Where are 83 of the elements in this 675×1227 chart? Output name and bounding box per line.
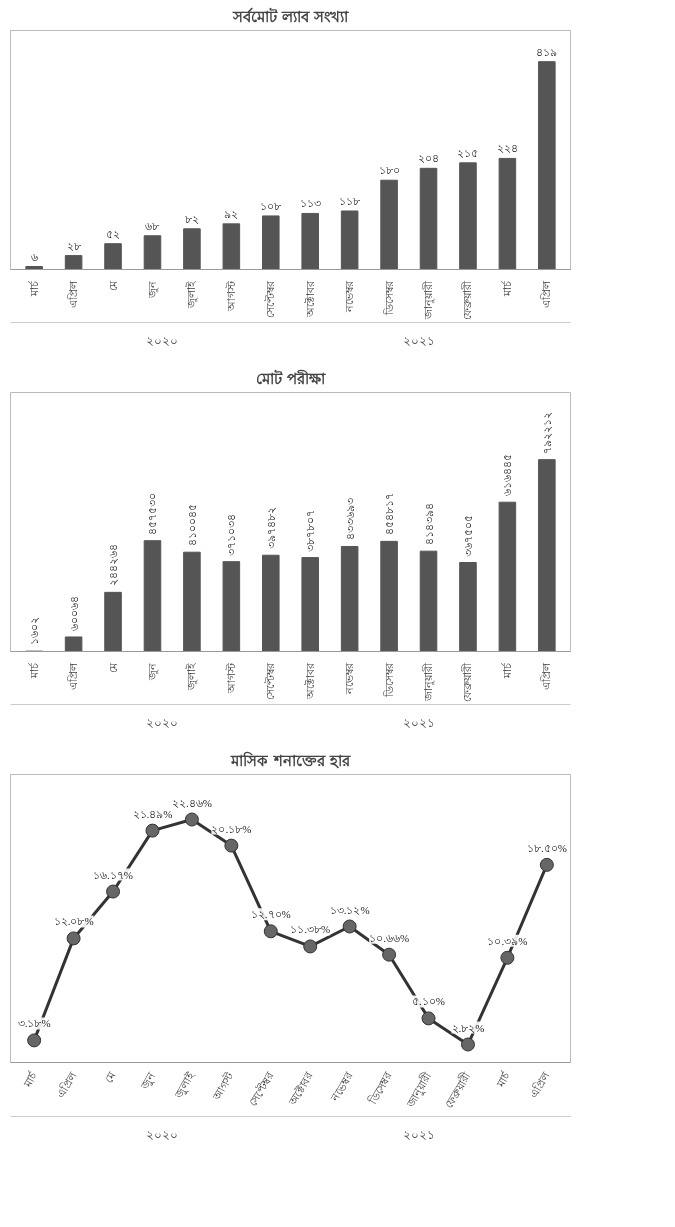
text: ২০২১ (402, 715, 435, 730)
data-label: ৪১৪৩৯৪ (422, 503, 435, 546)
data-label: ১০.৩৯% (487, 934, 528, 947)
x-tick-label: নভেম্বর (343, 279, 357, 313)
x-tick-label: নভেম্বর (343, 661, 357, 695)
data-label: ১৬০২ (28, 617, 41, 646)
text: ২০২১ (402, 333, 435, 348)
data-label: ৩.১৮% (17, 1017, 51, 1030)
chart-title: মাসিক শনাক্তের হার (230, 750, 351, 770)
data-label: ৪১৯ (536, 45, 558, 58)
data-label: ৮২ (184, 212, 199, 225)
x-tick-label: মে (106, 279, 120, 291)
data-label: ১০.৬৬% (369, 931, 410, 944)
text: ২০২০ (146, 1127, 179, 1142)
x-tick-label: অক্টোবর (303, 661, 317, 700)
data-label: ৫২ (106, 227, 121, 240)
data-label: ১১৮ (339, 194, 361, 207)
data-label: ১৮০ (378, 164, 400, 177)
data-label: ৩৭১০৩৪ (225, 513, 238, 556)
data-label: ৪৫৭৫৩০ (146, 492, 159, 535)
data-label: ৩৮৭৮০৭ (304, 509, 317, 552)
data-label: ৪৩৩৬৯৩ (343, 498, 356, 541)
x-tick-label: ফেব্রুয়ারী (461, 279, 475, 320)
data-label: ৯২ (224, 207, 239, 220)
data-label: ২২৪ (496, 142, 518, 155)
x-tick-label: জানুয়ারী (422, 661, 436, 702)
data-label: ২১.৪৯% (132, 807, 173, 820)
x-tick-label: এপ্রিল (67, 279, 81, 308)
x-tick-label: মে (106, 661, 120, 673)
data-label: ৪৫৪৮১৭ (383, 493, 396, 536)
x-tick-label: মার্চ (493, 1069, 514, 1091)
data-label: ২০৪ (418, 152, 440, 165)
x-tick-label: ডিসেম্বর (382, 279, 396, 316)
data-label: ১১.৩৮% (290, 923, 331, 936)
text: ২০২০ (146, 715, 179, 730)
x-tick-label: এপ্রিল (67, 661, 81, 690)
data-label: ১২.০৮% (53, 915, 94, 928)
x-tick-label: এপ্রিল (540, 279, 554, 308)
data-label: ১০৮ (260, 199, 282, 212)
data-label: ৩৬৭৫০৫ (461, 514, 474, 557)
data-label: ২২.৪৬% (171, 796, 212, 809)
data-label: ৬০০৬৪ (67, 595, 80, 631)
data-label: ৭৯২২১২ (540, 411, 553, 454)
data-label: ৬১৬৪৪৫ (501, 454, 514, 497)
x-tick-label: এপ্রিল (540, 661, 554, 690)
data-label: ২৪৪২৬৪ (107, 544, 120, 587)
x-tick-label: মার্চ (20, 1069, 41, 1091)
data-label: ২১৫ (457, 146, 479, 159)
x-tick-label: ফেব্রুয়ারী (461, 661, 475, 702)
data-label: ১৮.৫০% (526, 841, 567, 854)
x-tick-label: মার্চ (27, 279, 41, 297)
x-tick-label: মার্চ (500, 661, 514, 679)
x-tick-label: মে (102, 1069, 120, 1086)
text: ২০২১ (402, 1127, 435, 1142)
data-label: ২.৮২% (451, 1021, 485, 1034)
x-tick-label: ডিসেম্বর (382, 661, 396, 698)
x-tick-label: জুন (145, 662, 159, 681)
data-label: ২০.১৮% (211, 822, 252, 835)
x-tick-label: মার্চ (27, 661, 41, 679)
x-tick-label: জুলাই (185, 661, 199, 691)
data-label: ৩৯৭৪৮২ (264, 507, 277, 550)
x-tick-label: মার্চ (500, 279, 514, 297)
x-tick-label: সেপ্টেম্বর (264, 661, 278, 700)
data-label: ১৬.১৭% (93, 868, 133, 881)
data-label: ৬৮ (145, 219, 160, 232)
data-label: ৬ (30, 250, 38, 263)
data-label: ৪১০০৪৫ (185, 504, 198, 547)
data-label: ১৩.১২% (329, 903, 370, 916)
x-tick-label: জুন (145, 280, 159, 299)
data-label: ১১৩ (299, 197, 321, 210)
chart-title: সর্বমোট ল্যাব সংখ্যা (231, 6, 350, 26)
x-tick-label: সেপ্টেম্বর (264, 279, 278, 318)
data-label: ২৮ (66, 239, 81, 252)
x-tick-label: জুন (137, 1070, 159, 1093)
data-label: ১২.৭০% (250, 908, 291, 921)
x-tick-label: জুলাই (185, 279, 199, 309)
text: ২০২০ (146, 333, 179, 348)
x-tick-label: আগস্ট (224, 279, 238, 312)
x-tick-label: অক্টোবর (303, 279, 317, 318)
chart-title: মোট পরীক্ষা (255, 368, 327, 388)
data-label: ৫.১০% (412, 995, 445, 1008)
x-tick-label: আগস্ট (224, 661, 238, 694)
x-tick-label: জানুয়ারী (422, 279, 436, 320)
